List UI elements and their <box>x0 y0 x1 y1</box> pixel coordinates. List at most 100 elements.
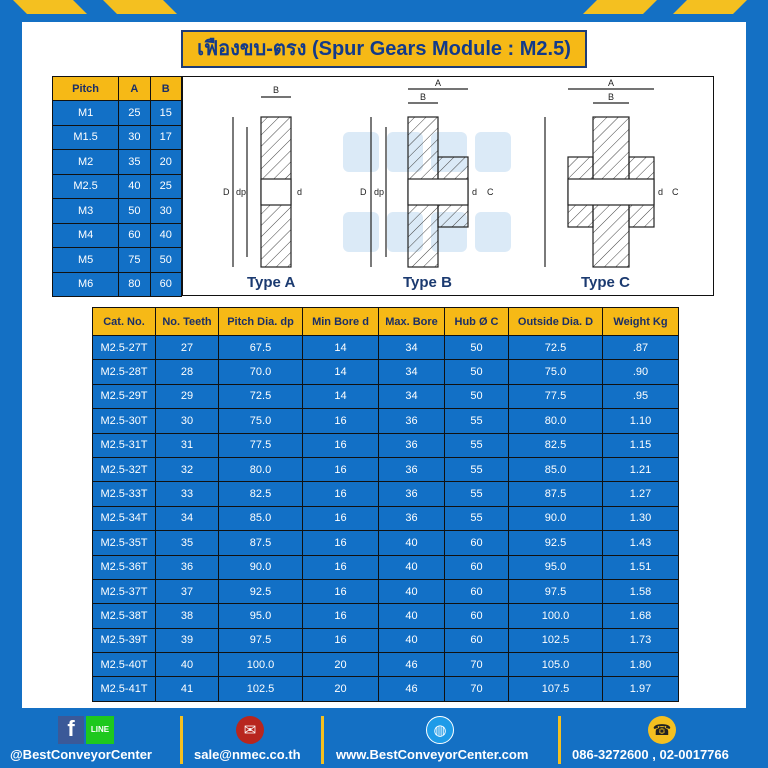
table-cell: 16 <box>302 481 379 507</box>
table-cell: 16 <box>302 456 379 483</box>
table-cell: 1.73 <box>602 627 679 654</box>
type-a-drawing <box>232 96 292 268</box>
table-cell: 36 <box>378 456 445 483</box>
facebook-icon[interactable]: f <box>58 716 84 744</box>
table-row: M2.5-33T 33 82.5 16 36 55 87.5 1.27 <box>92 481 679 507</box>
column-header: No. Teeth <box>155 307 219 336</box>
table-cell: 1.80 <box>602 652 679 678</box>
dim-label: B <box>420 92 426 102</box>
table-cell: 16 <box>302 578 379 605</box>
type-b-drawing <box>370 88 469 268</box>
table-cell: 87.5 <box>508 481 603 507</box>
table-cell: 1.10 <box>602 408 679 434</box>
table-cell: 60 <box>444 603 509 629</box>
table-row: M2.5-35T 35 87.5 16 40 60 92.5 1.43 <box>92 530 679 556</box>
table-cell: 40 <box>118 173 151 199</box>
table-cell: 55 <box>444 432 509 458</box>
table-cell: 87.5 <box>218 530 303 556</box>
column-header: Max. Bore <box>378 307 445 336</box>
type-b-label: Type B <box>403 274 452 291</box>
gear-diagrams: B A B A B D dp D dp d d C d C Type A Typ… <box>182 76 714 296</box>
table-cell: 41 <box>155 676 219 702</box>
table-cell: 82.5 <box>508 432 603 458</box>
column-header: Cat. No. <box>92 307 156 336</box>
table-cell: M5 <box>51 247 120 273</box>
table-row: M2.5-32T 32 80.0 16 36 55 85.0 1.21 <box>92 456 679 483</box>
table-cell: 16 <box>302 505 379 532</box>
table-row: M2.5-27T 27 67.5 14 34 50 72.5.87 <box>92 334 679 361</box>
table-cell: M2.5-41T <box>92 676 156 702</box>
table-cell: M2.5-40T <box>92 652 156 678</box>
table-cell: 95.0 <box>218 603 303 629</box>
table-cell: M2.5-39T <box>92 627 156 654</box>
table-cell: 100.0 <box>508 603 603 629</box>
table-cell: 1.97 <box>602 676 679 702</box>
table-cell: 100.0 <box>218 652 303 678</box>
table-cell: 36 <box>155 554 219 580</box>
mail-icon: ✉ <box>236 716 264 744</box>
email-link[interactable]: sale@nmec.co.th <box>194 747 301 762</box>
table-cell: 15 <box>149 100 183 126</box>
table-cell: 30 <box>118 124 151 150</box>
table-row: M2.5-38T 38 95.0 16 40 60 100.0 1.68 <box>92 603 679 629</box>
table-cell: 40 <box>155 652 219 678</box>
divider <box>558 716 561 764</box>
table-cell: 28 <box>155 359 219 385</box>
table-cell: 40 <box>378 530 445 556</box>
column-header: Outside Dia. D <box>508 307 603 336</box>
website-link[interactable]: www.BestConveyorCenter.com <box>336 747 529 762</box>
table-cell: 16 <box>302 530 379 556</box>
table-cell: M4 <box>51 222 120 248</box>
table-cell: 1.68 <box>602 603 679 629</box>
dim-label: d <box>658 187 663 197</box>
table-cell: M2.5-37T <box>92 578 156 605</box>
line-icon[interactable]: LINE <box>86 716 114 744</box>
dim-label: B <box>608 92 614 102</box>
column-header: Weight Kg <box>602 307 679 336</box>
table-row: M2.5-29T 29 72.5 14 34 50 77.5.95 <box>92 383 679 410</box>
table-cell: 55 <box>444 408 509 434</box>
table-cell: 60 <box>444 530 509 556</box>
table-cell: 20 <box>302 676 379 702</box>
column-header: Pitch Dia. dp <box>218 307 303 336</box>
phone-number[interactable]: 086-3272600 , 02-0017766 <box>572 747 729 762</box>
table-cell: 90.0 <box>508 505 603 532</box>
pitch-row: M1 25 15 <box>51 100 183 126</box>
column-header: Pitch <box>51 76 120 101</box>
decor-stripe <box>13 0 87 14</box>
table-row: M2.5-40T 40 100.0 20 46 70 105.0 1.80 <box>92 652 679 678</box>
table-cell: 32 <box>155 456 219 483</box>
divider <box>321 716 324 764</box>
pitch-row: M2 35 20 <box>51 149 183 175</box>
table-cell: M3 <box>51 198 120 224</box>
table-cell: .95 <box>602 383 679 410</box>
table-cell: 55 <box>444 481 509 507</box>
table-row: M2.5-39T 39 97.5 16 40 60 102.5 1.73 <box>92 627 679 654</box>
table-cell: 55 <box>444 456 509 483</box>
table-cell: 60 <box>149 271 183 297</box>
table-cell: 25 <box>118 100 151 126</box>
table-cell: 1.43 <box>602 530 679 556</box>
table-cell: 50 <box>118 198 151 224</box>
dim-label: D <box>360 187 367 197</box>
dim-label: dp <box>236 187 246 197</box>
table-cell: 14 <box>302 383 379 410</box>
social-handle[interactable]: @BestConveyorCenter <box>10 747 152 762</box>
table-cell: M2.5-36T <box>92 554 156 580</box>
pitch-row: M5 75 50 <box>51 247 183 273</box>
table-cell: 60 <box>444 578 509 605</box>
phone-icon: ☎ <box>648 716 676 744</box>
table-cell: 50 <box>444 334 509 361</box>
table-row: M2.5-37T 37 92.5 16 40 60 97.5 1.58 <box>92 578 679 605</box>
dim-label: d <box>472 187 477 197</box>
table-cell: 37 <box>155 578 219 605</box>
table-cell: 50 <box>444 383 509 410</box>
table-row: M2.5-34T 34 85.0 16 36 55 90.0 1.30 <box>92 505 679 532</box>
pitch-row: M3 50 30 <box>51 198 183 224</box>
table-cell: 102.5 <box>508 627 603 654</box>
table-cell: M2.5-27T <box>92 334 156 361</box>
dim-label: D <box>223 187 230 197</box>
table-row: M2.5-36T 36 90.0 16 40 60 95.0 1.51 <box>92 554 679 580</box>
table-cell: 20 <box>302 652 379 678</box>
table-cell: 30 <box>155 408 219 434</box>
